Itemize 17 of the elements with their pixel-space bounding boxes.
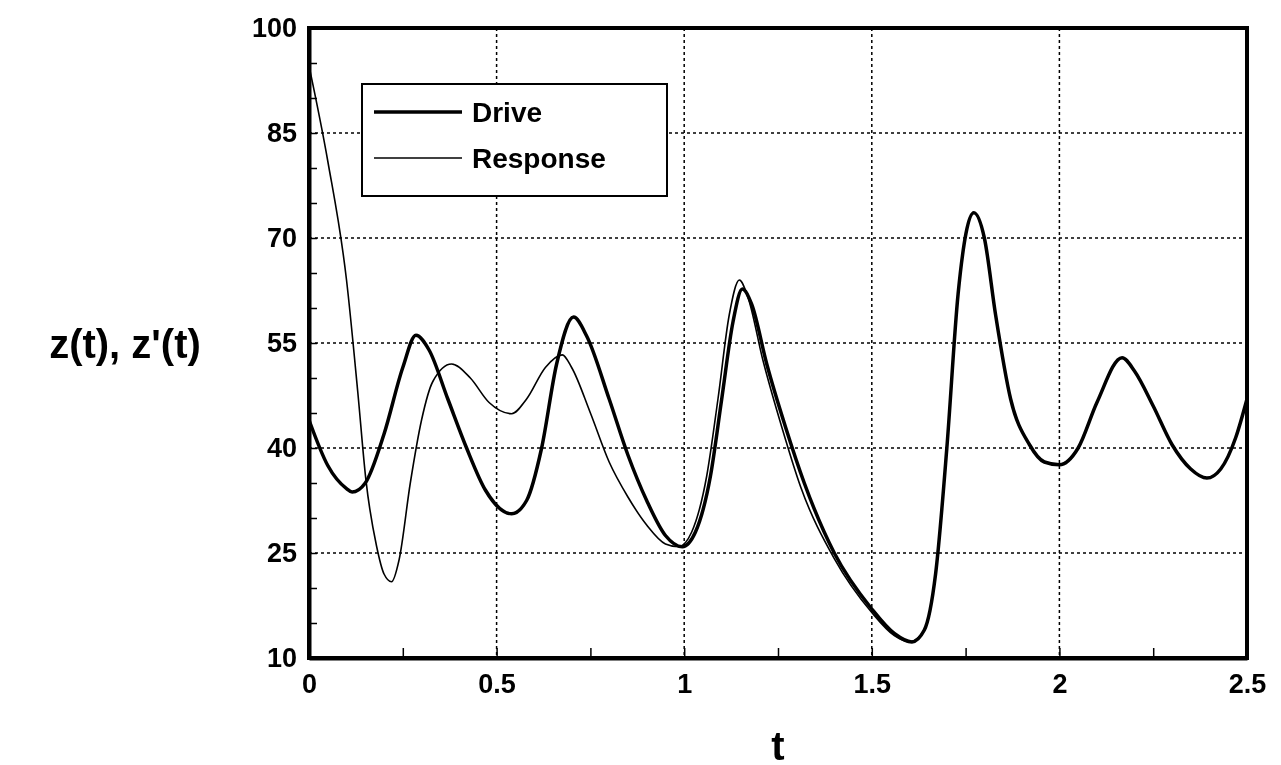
x-tick-label: 1 xyxy=(677,669,693,700)
y-tick-label: 40 xyxy=(266,433,297,464)
x-tick-label: 2.5 xyxy=(1228,669,1267,700)
x-tick-label: 0.5 xyxy=(478,669,516,700)
legend-label: Drive xyxy=(472,97,543,128)
x-axis-title: t xyxy=(771,724,785,765)
y-tick-label: 55 xyxy=(266,328,297,359)
x-tick-label: 1.5 xyxy=(853,669,892,700)
legend-label: Response xyxy=(472,143,606,174)
y-tick-label: 25 xyxy=(266,538,297,569)
x-tick-label: 2 xyxy=(1052,669,1068,700)
y-tick-label: 70 xyxy=(266,223,297,254)
y-axis-title: z(t), z'(t) xyxy=(49,322,201,366)
y-tick-label: 10 xyxy=(266,643,297,674)
x-tick-label: 0 xyxy=(301,669,318,700)
y-tick-label: 100 xyxy=(251,13,297,44)
y-tick-label: 85 xyxy=(266,118,297,149)
